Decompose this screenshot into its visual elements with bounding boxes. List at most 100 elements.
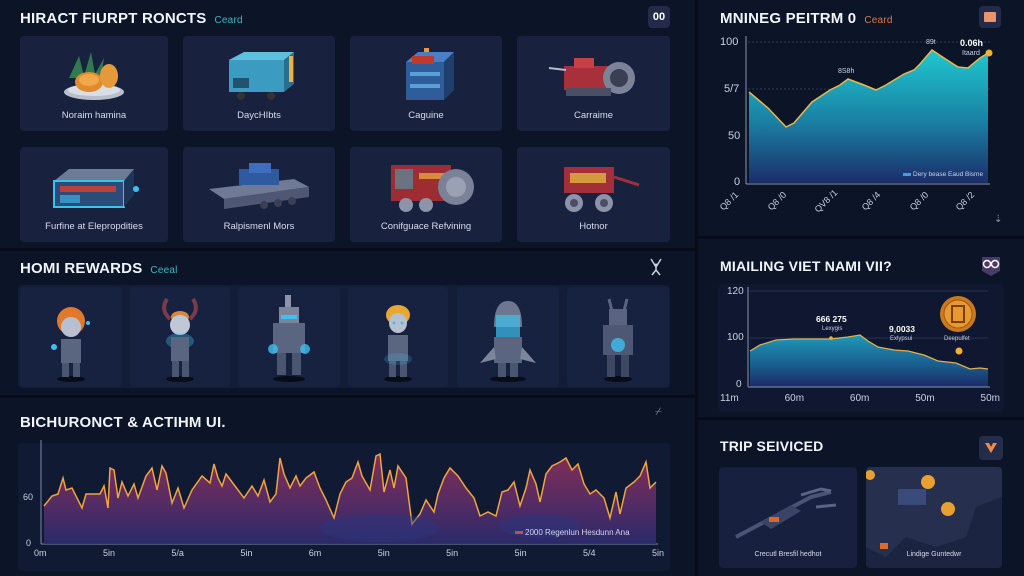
trip-card-label: Lindige Guntedwr: [906, 551, 962, 558]
mailing-annotation-value: 9,0033: [889, 324, 915, 334]
product-label: Caguine: [408, 110, 444, 121]
download-icon[interactable]: ⇣: [994, 214, 1003, 225]
x-tick: 11m: [720, 393, 739, 404]
mailing-annotation-sub: Deepulfet: [944, 336, 970, 342]
rewards-panel: HOMI REWARDS Ceeal: [0, 250, 695, 395]
x-tick: 5in: [102, 548, 115, 558]
dark-armor-knight-icon: [603, 298, 633, 382]
horizontal-divider: [698, 417, 1024, 420]
reward-character-card[interactable]: [567, 287, 669, 387]
mining-legend: Dery bease Eaud Bisme: [903, 171, 983, 178]
x-tick: Q8 /4: [859, 189, 883, 213]
mining-annotation: 8S8h: [838, 68, 855, 75]
reward-character-card[interactable]: [238, 287, 340, 387]
activity-legend: 2000 Regenlun Hesdunn Ana: [515, 528, 630, 537]
figure-icon[interactable]: [648, 258, 664, 276]
mining-chart: [745, 36, 993, 185]
activity-panel: BICHURONCT & ACTIHM UI. ⌿ 60 0 2000 Rege…: [0, 398, 695, 576]
mining-y-50: 50: [728, 130, 741, 142]
mailing-y-100: 100: [727, 332, 744, 343]
tank-icon: [209, 163, 309, 209]
pin-icon[interactable]: ⌿: [655, 406, 662, 418]
map-icon: [866, 467, 1002, 557]
mining-annotation-value: 0.06h: [960, 38, 984, 48]
trip-card-map[interactable]: Lindige Guntedwr: [866, 467, 1002, 568]
blue-truck-icon: [229, 52, 294, 100]
blue-crate-icon: [406, 48, 454, 100]
mining-legend-text: Dery bease Eaud Bisme: [913, 171, 984, 178]
product-label: Noraim hamina: [61, 110, 127, 121]
blue-device-icon: [53, 169, 139, 208]
x-tick: 5in: [240, 548, 253, 558]
red-engine-icon: [548, 58, 635, 96]
x-tick: 50m: [915, 393, 935, 404]
vertical-divider: [695, 0, 698, 576]
grid-icon[interactable]: 00: [648, 6, 670, 28]
activity-y-zero: 0: [26, 538, 32, 548]
x-tick: 5in: [446, 548, 459, 558]
products-title: HIRACT FIURPT RONCTS Ceard: [20, 10, 243, 27]
product-card[interactable]: Carraime: [517, 36, 670, 131]
products-tag[interactable]: Ceard: [214, 15, 243, 26]
mailing-y-0: 0: [736, 379, 742, 390]
reward-character-card[interactable]: [348, 287, 448, 387]
rewards-title: HOMI REWARDS Ceeal: [20, 260, 178, 277]
product-card[interactable]: Conifguace Refvining: [350, 147, 502, 242]
x-tick: 5in: [651, 548, 664, 558]
mailing-chart: [747, 287, 990, 388]
product-label: Carraime: [573, 110, 614, 121]
owl-icon[interactable]: [980, 255, 1002, 277]
product-card[interactable]: Ralpismenl Mors: [183, 147, 335, 242]
shield-v-icon[interactable]: [979, 436, 1003, 460]
product-card[interactable]: Hotnor: [517, 147, 670, 242]
x-tick: 50m: [980, 393, 1000, 404]
mailing-annotation-sub: Exlypsui: [890, 336, 913, 342]
product-label: DaycHIbts: [237, 110, 281, 121]
mailing-annotation-sub: Lexygis: [822, 326, 843, 332]
mailing-title: MIAILING VIET NAMI VII?: [720, 258, 892, 274]
product-card[interactable]: Furfine at Elepropdities: [20, 147, 168, 242]
mining-title-text: MNINEG PEITRM 0: [720, 10, 857, 27]
x-tick: QV8 /1: [812, 187, 840, 215]
mining-panel: MNINEG PEITRM 0 Ceard 100 5/7 50 0: [698, 0, 1024, 236]
trip-card-ship[interactable]: Crecutl Bresfil hedhot: [719, 467, 857, 568]
food-plate-icon: [64, 52, 124, 100]
horizontal-divider: [0, 248, 695, 251]
mailing-x-axis: 11m 60m 60m 50m 50m: [720, 393, 1000, 404]
mailing-panel: MIAILING VIET NAMI VII? 120: [698, 239, 1024, 417]
activity-y-mid: 60: [23, 492, 34, 502]
product-label: Ralpismenl Mors: [223, 221, 295, 232]
golden-hair-warrior-icon: [384, 305, 412, 382]
x-tick: 60m: [849, 393, 870, 404]
mining-tag[interactable]: Ceard: [864, 15, 893, 26]
mining-y-57: 5/7: [724, 83, 740, 95]
x-tick: 5in: [377, 548, 390, 558]
mailing-annotation-value: 666 275: [816, 314, 847, 324]
product-card[interactable]: Caguine: [350, 36, 502, 131]
rewards-title-text: HOMI REWARDS: [20, 260, 143, 277]
horned-knight-icon: [268, 295, 310, 382]
x-tick: Q8 /2: [953, 189, 977, 213]
rewards-track: [18, 285, 670, 388]
x-tick: 5/a: [171, 548, 184, 558]
reward-character-card[interactable]: [130, 287, 230, 387]
mining-annotation: 89t: [926, 39, 936, 46]
reward-character-card[interactable]: [457, 287, 559, 387]
activity-legend-text: 2000 Regenlun Hesdunn Ana: [525, 528, 630, 537]
products-title-text: HIRACT FIURPT RONCTS: [20, 10, 207, 27]
horizontal-divider: [0, 395, 695, 398]
orange-hair-hero-icon: [51, 307, 90, 382]
activity-title: BICHURONCT & ACTIHM UI.: [20, 414, 226, 431]
x-tick: 6m: [308, 548, 322, 558]
product-card[interactable]: DaycHIbts: [183, 36, 335, 131]
product-card[interactable]: Noraim hamina: [20, 36, 168, 131]
x-tick: 5in: [514, 548, 527, 558]
antler-mage-icon: [162, 297, 198, 382]
image-icon[interactable]: [979, 6, 1001, 28]
reward-character-card[interactable]: [20, 287, 122, 387]
rewards-tag[interactable]: Ceeal: [150, 265, 178, 276]
mining-y-100: 100: [720, 36, 739, 48]
trip-card-label: Crecutl Bresfil hedhot: [754, 551, 822, 558]
trip-panel: TRIP SEIVICED Crecutl Bresfil hedhot: [698, 420, 1024, 576]
